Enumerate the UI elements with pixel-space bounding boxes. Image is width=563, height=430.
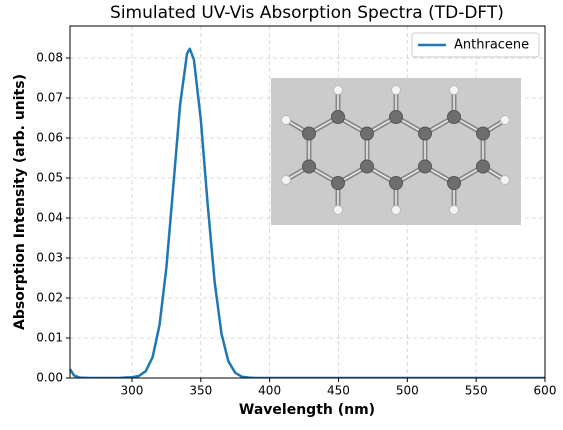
x-tick-label: 300 (121, 384, 144, 398)
atom (360, 126, 374, 141)
atom (447, 110, 461, 124)
atom (389, 176, 403, 190)
y-tick-label: 0.07 (36, 91, 63, 105)
plot-frame (69, 25, 546, 379)
atom (333, 205, 343, 215)
x-tick-label: 450 (327, 384, 350, 398)
atom (302, 159, 316, 174)
y-tick-label: 0.00 (36, 371, 63, 385)
atom (281, 115, 291, 125)
atom (281, 175, 291, 185)
atom (500, 115, 510, 125)
atom (418, 159, 432, 174)
atom (447, 176, 461, 190)
data-line (70, 47, 545, 378)
atom (360, 159, 374, 174)
x-axis-label: Wavelength (nm) (239, 402, 375, 418)
y-tick-label: 0.06 (36, 131, 63, 145)
atom (500, 175, 510, 185)
y-axis-label: Absorption Intensity (arb. units) (12, 74, 28, 330)
atom (476, 159, 490, 174)
atom (333, 85, 343, 95)
atom (476, 126, 490, 141)
y-tick-label: 0.02 (36, 291, 63, 305)
x-tick-label: 400 (258, 384, 281, 398)
molecule-image (271, 78, 521, 225)
x-tick-label: 500 (396, 384, 419, 398)
molecule (281, 85, 510, 215)
chart-title: Simulated UV-Vis Absorption Spectra (TD-… (110, 3, 504, 23)
atom (391, 205, 401, 215)
atom (331, 176, 345, 190)
y-tick-label: 0.05 (36, 171, 63, 185)
x-tick-label: 550 (465, 384, 488, 398)
legend-box (411, 32, 540, 58)
x-tick-label: 350 (189, 384, 212, 398)
atom (391, 85, 401, 95)
legend-label: Anthracene (454, 38, 529, 53)
y-tick-label: 0.04 (36, 211, 63, 225)
atom (418, 126, 432, 141)
y-tick-label: 0.01 (36, 331, 63, 345)
atom (449, 85, 459, 95)
atom (302, 126, 316, 141)
atom (389, 110, 403, 124)
atom (331, 110, 345, 124)
y-tick-label: 0.03 (36, 251, 63, 265)
atom (449, 205, 459, 215)
x-tick-label: 600 (534, 384, 557, 398)
y-tick-label: 0.08 (36, 51, 63, 65)
